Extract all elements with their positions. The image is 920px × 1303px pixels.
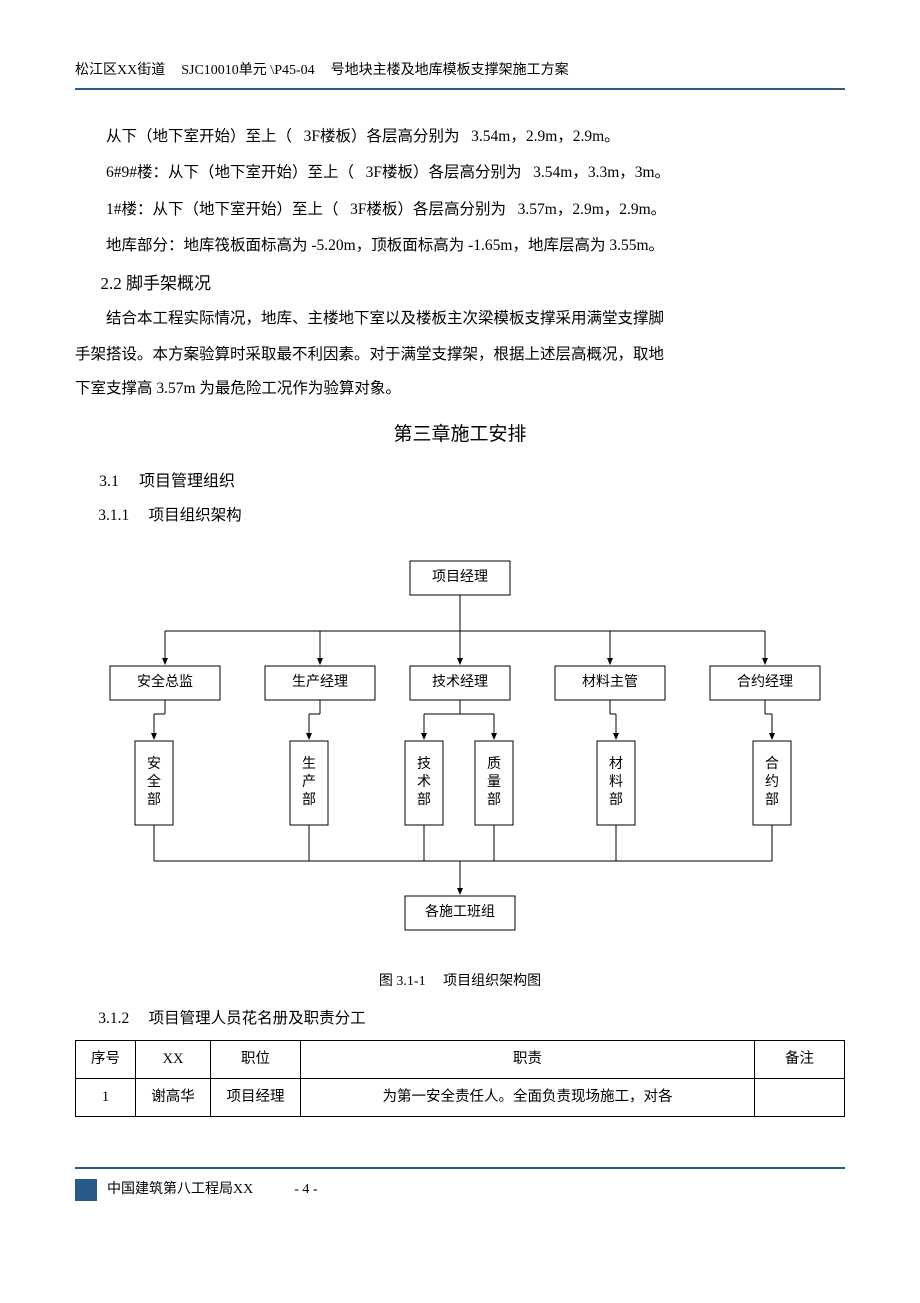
body-content: 从下（地下室开始）至上（ 3F楼板）各层高分别为 3.54m，2.9m，2.9m… <box>75 120 845 1117</box>
header-mid: SJC10010单元 \P45-04 <box>181 60 314 82</box>
svg-text:生产经理: 生产经理 <box>292 675 348 691</box>
svg-text:部: 部 <box>417 793 431 809</box>
svg-text:约: 约 <box>765 775 779 791</box>
table-header-cell: 职责 <box>301 1040 755 1078</box>
table-cell: 为第一安全责任人。全面负责现场施工，对各 <box>301 1078 755 1116</box>
svg-text:部: 部 <box>609 793 623 809</box>
page-footer: 中国建筑第八工程局XX - 4 - <box>75 1167 845 1201</box>
figure-caption: 图 3.1-1 项目组织架构图 <box>75 971 845 993</box>
table-header-cell: XX <box>136 1040 211 1078</box>
svg-text:安全总监: 安全总监 <box>137 674 193 691</box>
svg-text:生: 生 <box>302 757 316 773</box>
para-2: 6#9#楼：从下（地下室开始）至上（ 3F楼板）各层高分别为 3.54m，3.3… <box>75 156 845 190</box>
heading-2-2: 2.2 脚手架概况 <box>75 265 845 302</box>
svg-text:部: 部 <box>765 793 779 809</box>
svg-text:技: 技 <box>417 757 431 773</box>
svg-text:料: 料 <box>609 775 623 791</box>
roster-table: 序号XX职位职责备注 1谢高华项目经理为第一安全责任人。全面负责现场施工，对各 <box>75 1040 845 1117</box>
page-header: 松江区XX街道 SJC10010单元 \P45-04 号地块主楼及地库模板支撑架… <box>75 60 845 90</box>
svg-text:项目经理: 项目经理 <box>432 570 488 586</box>
table-header-cell: 备注 <box>755 1040 845 1078</box>
table-row: 1谢高华项目经理为第一安全责任人。全面负责现场施工，对各 <box>76 1078 845 1116</box>
org-chart-svg: 项目经理安全总监生产经理技术经理材料主管合约经理安全部生产部技术部质量部材料部合… <box>75 551 845 951</box>
svg-text:各施工班组: 各施工班组 <box>425 905 495 921</box>
table-header-cell: 序号 <box>76 1040 136 1078</box>
header-left: 松江区XX街道 <box>75 60 165 82</box>
svg-text:材: 材 <box>609 757 623 773</box>
para-4: 地库部分：地库筏板面标高为 -5.20m，顶板面标高为 -1.65m，地库层高为… <box>75 229 845 263</box>
table-cell: 1 <box>76 1078 136 1116</box>
chapter-3-title: 第三章施工安排 <box>75 412 845 458</box>
para-6: 手架搭设。本方案验算时采取最不利因素。对于满堂支撑架，根据上述层高概况，取地 <box>75 338 845 372</box>
svg-text:安: 安 <box>147 757 161 773</box>
svg-text:技术经理: 技术经理 <box>432 675 488 691</box>
table-cell: 项目经理 <box>211 1078 301 1116</box>
footer-org: 中国建筑第八工程局XX <box>107 1179 253 1201</box>
svg-text:材料主管: 材料主管 <box>582 675 638 691</box>
svg-text:术: 术 <box>417 775 431 791</box>
svg-text:质: 质 <box>487 757 501 773</box>
para-3: 1#楼：从下（地下室开始）至上（ 3F楼板）各层高分别为 3.57m，2.9m，… <box>75 193 845 227</box>
table-cell <box>755 1078 845 1116</box>
svg-text:合: 合 <box>765 757 779 773</box>
header-right: 号地块主楼及地库模板支撑架施工方案 <box>331 60 569 82</box>
org-chart: 项目经理安全总监生产经理技术经理材料主管合约经理安全部生产部技术部质量部材料部合… <box>75 551 845 959</box>
para-5: 结合本工程实际情况，地库、主楼地下室以及楼板主次梁模板支撑采用满堂支撑脚 <box>75 302 845 336</box>
svg-text:部: 部 <box>487 793 501 809</box>
footer-logo-icon <box>75 1179 97 1201</box>
heading-3-1: 3.1 项目管理组织 <box>75 464 845 499</box>
svg-text:产: 产 <box>302 775 316 791</box>
heading-3-1-1: 3.1.1 项目组织架构 <box>75 499 845 533</box>
para-1: 从下（地下室开始）至上（ 3F楼板）各层高分别为 3.54m，2.9m，2.9m… <box>75 120 845 154</box>
svg-text:部: 部 <box>302 793 316 809</box>
svg-text:合约经理: 合约经理 <box>737 675 793 691</box>
table-header-cell: 职位 <box>211 1040 301 1078</box>
heading-3-1-2: 3.1.2 项目管理人员花名册及职责分工 <box>75 1002 845 1036</box>
footer-page: - 4 - <box>294 1179 317 1201</box>
svg-text:量: 量 <box>487 775 501 791</box>
para-7: 下室支撑高 3.57m 为最危险工况作为验算对象。 <box>75 372 845 406</box>
svg-text:部: 部 <box>147 793 161 809</box>
svg-text:全: 全 <box>147 774 161 791</box>
table-cell: 谢高华 <box>136 1078 211 1116</box>
